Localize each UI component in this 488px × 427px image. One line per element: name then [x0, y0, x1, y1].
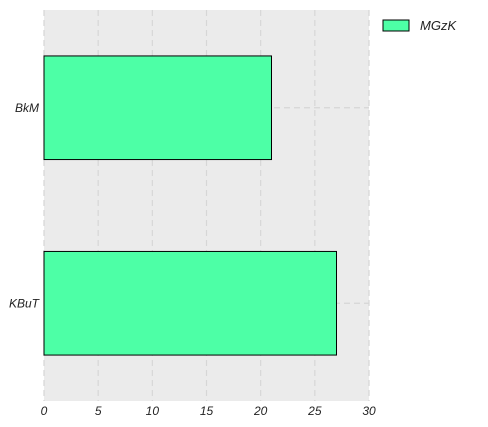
legend-swatch	[382, 19, 410, 32]
x-tick-labels: 0 5 10 15 20 25 30	[41, 404, 376, 418]
x-tick-label: 0	[41, 404, 48, 418]
x-tick-label: 10	[146, 404, 160, 418]
x-tick-label: 5	[95, 404, 102, 418]
x-tick-label: 25	[307, 404, 322, 418]
bar-bkm	[43, 55, 272, 161]
x-tick-label: 20	[253, 404, 268, 418]
legend-label: MGzK	[420, 18, 457, 33]
x-tick-label: 30	[362, 404, 376, 418]
y-tick-label: KBuT	[9, 296, 41, 310]
y-tick-label: BkM	[15, 101, 39, 115]
bars	[43, 55, 337, 356]
bar-kbut	[43, 250, 337, 356]
x-tick-label: 15	[200, 404, 214, 418]
y-tick-labels: BkM KBuT	[9, 101, 41, 311]
legend: MGzK	[382, 18, 457, 33]
